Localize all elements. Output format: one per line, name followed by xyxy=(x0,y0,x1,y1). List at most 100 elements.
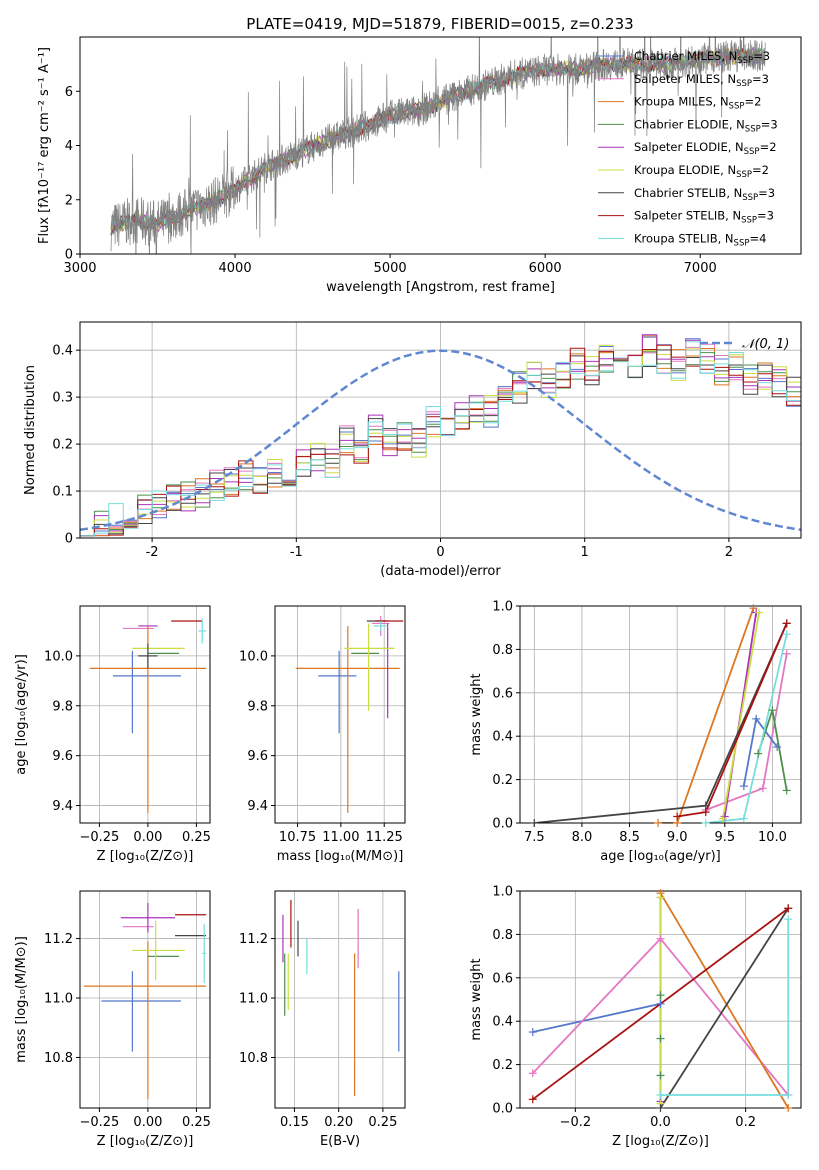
spectrum-legend: Chabrier MILES, NSSP=3 Salpeter MILES, NS… xyxy=(598,49,778,248)
x-tick-label: 0.25 xyxy=(368,1115,397,1130)
axes-frame xyxy=(79,605,211,824)
x-tick-label: 7000 xyxy=(684,261,717,276)
x-tick-label: 5000 xyxy=(374,261,407,276)
residual-histogram xyxy=(80,349,801,537)
normal-distribution-curve xyxy=(80,349,801,532)
y-axis-label: mass [log₁₀(M/M⊙)] xyxy=(14,936,29,1063)
y-tick-label: 11.0 xyxy=(239,992,268,1007)
x-tick-label: 1 xyxy=(581,545,589,560)
legend-label: Kroupa ELODIE, NSSP=2 xyxy=(634,163,769,180)
x-tick-label: 0.0 xyxy=(650,1115,671,1130)
panel-massweight_vs_Z: −0.2 0.0 0.2 0.0 0.2 0.4 0.6 0.8 1.0 Z [log₁₀(Z/Z… xyxy=(469,885,802,1149)
mass-weight-line xyxy=(532,1002,661,1033)
y-tick-label: 9.8 xyxy=(247,699,268,714)
legend-label: Salpeter STELIB, NSSP=3 xyxy=(634,209,774,226)
x-axis-label: E(B-V) xyxy=(320,1134,360,1149)
x-tick-label: 0.2 xyxy=(735,1115,756,1130)
axes-frame xyxy=(79,890,211,1109)
x-tick-label: 6000 xyxy=(529,261,562,276)
x-tick-label: 9.0 xyxy=(667,830,688,845)
plot-area xyxy=(83,902,207,1100)
x-tick-label: −0.25 xyxy=(79,830,119,845)
panel-mass_vs_EBV: 0.15 0.20 0.25 10.8 11.0 11.2 E(B-V) xyxy=(239,890,406,1149)
plot-area xyxy=(110,37,766,254)
residual-histogram xyxy=(80,344,801,537)
y-axis-label: Flux [fλ10⁻¹⁷ erg cm⁻² s⁻¹ A⁻¹] xyxy=(37,47,52,244)
x-tick-label: 3000 xyxy=(63,261,96,276)
x-tick-label: 0.00 xyxy=(133,830,162,845)
residual-histogram xyxy=(80,341,801,537)
axes-frame xyxy=(79,36,802,255)
y-tick-label: 0.8 xyxy=(492,928,513,943)
observed-spectrum-line xyxy=(110,37,766,254)
y-tick-label: 10.0 xyxy=(239,649,268,664)
y-tick-label: 0.8 xyxy=(492,643,513,658)
residual-histogram xyxy=(80,343,801,537)
y-tick-label: 0.3 xyxy=(52,391,73,406)
x-tick-label: -1 xyxy=(290,545,303,560)
y-axis-label: mass weight xyxy=(469,673,484,755)
legend-label: 𝒩(0, 1) xyxy=(742,337,789,352)
x-axis-label: age [log₁₀(age/yr)] xyxy=(600,849,721,864)
legend-label: Chabrier ELODIE, NSSP=3 xyxy=(634,117,778,134)
y-tick-label: 9.6 xyxy=(247,749,268,764)
residual-histogram xyxy=(80,344,801,537)
axes-frame xyxy=(274,605,406,824)
x-tick-label: 7.5 xyxy=(524,830,545,845)
legend-label: Salpeter MILES, NSSP=3 xyxy=(634,72,769,89)
x-tick-label: 0.25 xyxy=(182,830,211,845)
y-tick-label: 2 xyxy=(65,193,73,208)
y-tick-label: 10.0 xyxy=(44,649,73,664)
plot-area xyxy=(534,607,788,823)
x-tick-label: 0 xyxy=(436,545,444,560)
x-tick-label: −0.25 xyxy=(79,1115,119,1130)
panel-massweight_vs_age: 7.5 8.0 8.5 9.0 9.5 10.0 0.0 0.2 0.4 0.6 0.8 1.0 age… xyxy=(469,600,802,864)
y-tick-label: 11.2 xyxy=(44,932,73,947)
legend-label: Chabrier STELIB, NSSP=3 xyxy=(634,186,775,203)
mass-weight-line xyxy=(722,612,760,819)
y-tick-label: 0.2 xyxy=(492,1058,513,1073)
x-tick-label: 4000 xyxy=(219,261,252,276)
x-tick-label: 10.0 xyxy=(758,830,787,845)
y-tick-label: 6 xyxy=(65,85,73,100)
y-tick-label: 9.4 xyxy=(52,799,73,814)
y-tick-label: 1.0 xyxy=(492,885,513,900)
panel-age_vs_Z: −0.25 0.00 0.25 9.4 9.6 9.8 10.0 Z [log₁₀(Z/Z⊙)… xyxy=(14,605,211,864)
mass-weight-line xyxy=(658,607,755,823)
x-tick-label: 9.5 xyxy=(714,830,735,845)
x-axis-label: wavelength [Angstrom, rest frame] xyxy=(326,280,555,295)
plot-area xyxy=(282,899,400,1097)
x-tick-label: 0.00 xyxy=(133,1115,162,1130)
y-tick-label: 0.6 xyxy=(492,971,513,986)
x-tick-label: 0.25 xyxy=(182,1115,211,1130)
legend-label: Kroupa MILES, NSSP=2 xyxy=(634,95,761,112)
mass-weight-line xyxy=(659,907,789,1108)
x-tick-label: 0.20 xyxy=(324,1115,353,1130)
x-tick-label: 0.15 xyxy=(280,1115,309,1130)
panel-age_vs_mass: 10.75 11.00 11.25 9.4 9.6 9.8 10.0 mass [log₁₀(… xyxy=(239,605,406,864)
y-tick-label: 9.6 xyxy=(52,749,73,764)
x-tick-label: -2 xyxy=(146,545,159,560)
y-tick-label: 0.0 xyxy=(492,817,513,832)
y-axis-label: mass weight xyxy=(469,958,484,1040)
y-tick-label: 0 xyxy=(65,532,73,547)
axes-frame xyxy=(274,890,406,1109)
y-tick-label: 0.1 xyxy=(52,485,73,500)
y-tick-label: 9.4 xyxy=(247,799,268,814)
residual-histogram xyxy=(80,336,801,537)
y-tick-label: 0 xyxy=(65,248,73,263)
x-tick-label: 8.5 xyxy=(619,830,640,845)
x-tick-label: 2 xyxy=(725,545,733,560)
panel-residuals: -2 -1 0 1 2 0 0.1 0.2 0.3 0.4 (data-model)/error No… xyxy=(23,321,802,579)
y-tick-label: 0.4 xyxy=(52,344,73,359)
y-axis-label: Normed distribution xyxy=(23,365,38,495)
y-tick-label: 10.8 xyxy=(239,1051,268,1066)
axes-frame xyxy=(79,321,802,539)
mass-weight-line xyxy=(677,623,788,818)
x-tick-label: −0.2 xyxy=(560,1115,592,1130)
figure-title: PLATE=0419, MJD=51879, FIBERID=0015, z=0… xyxy=(246,15,633,33)
y-tick-label: 0.6 xyxy=(492,686,513,701)
x-tick-label: 11.00 xyxy=(322,830,359,845)
x-axis-label: mass [log₁₀(M/M⊙)] xyxy=(277,849,404,864)
